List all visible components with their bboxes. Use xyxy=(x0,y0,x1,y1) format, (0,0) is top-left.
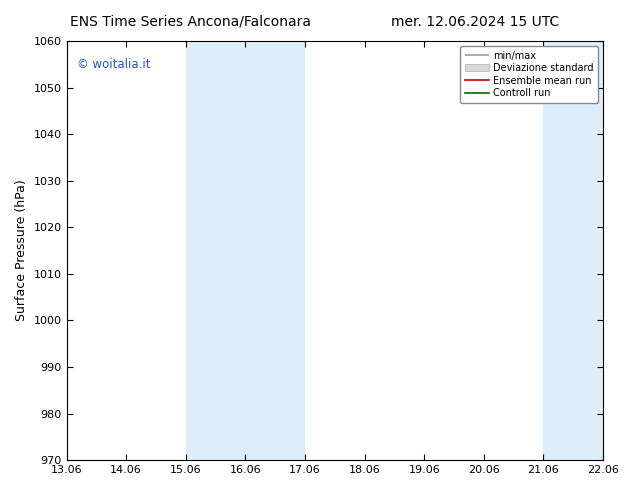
Bar xyxy=(245,41,305,460)
Bar xyxy=(543,41,603,460)
Bar xyxy=(186,41,245,460)
Text: © woitalia.it: © woitalia.it xyxy=(77,58,151,71)
Legend: min/max, Deviazione standard, Ensemble mean run, Controll run: min/max, Deviazione standard, Ensemble m… xyxy=(460,46,598,103)
Y-axis label: Surface Pressure (hPa): Surface Pressure (hPa) xyxy=(15,180,28,321)
Text: mer. 12.06.2024 15 UTC: mer. 12.06.2024 15 UTC xyxy=(391,15,560,29)
Text: ENS Time Series Ancona/Falconara: ENS Time Series Ancona/Falconara xyxy=(70,15,311,29)
